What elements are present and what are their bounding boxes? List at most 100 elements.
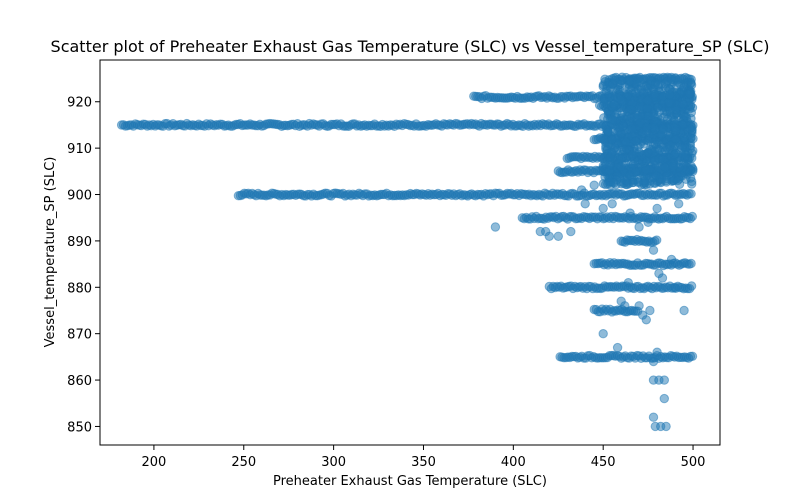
data-point [652, 203, 662, 214]
y-axis-label: Vessel_temperature_SP (SLC) [43, 157, 58, 348]
data-point [668, 161, 678, 172]
data-point [605, 160, 615, 170]
data-point [603, 127, 613, 137]
y-tick-label: 850 [67, 420, 92, 435]
data-point [623, 278, 633, 288]
data-point [566, 226, 576, 237]
data-point [687, 179, 697, 189]
data-point [616, 94, 626, 105]
data-point [687, 211, 697, 222]
data-point [657, 273, 668, 283]
data-point [670, 125, 681, 136]
axes-frame [99, 59, 721, 446]
data-point [672, 175, 683, 186]
data-point [678, 99, 688, 109]
data-point [612, 342, 623, 353]
x-tick-label: 350 [411, 455, 436, 470]
data-point [666, 254, 677, 265]
x-axis-label: Preheater Exhaust Gas Temperature (SLC) [273, 474, 547, 489]
data-point [651, 171, 661, 181]
data-point [598, 203, 608, 214]
data-point [686, 80, 697, 90]
data-point [634, 147, 644, 157]
data-point [598, 329, 608, 339]
data-point [652, 103, 663, 113]
data-point [653, 80, 663, 90]
y-tick-label: 860 [67, 374, 92, 389]
data-point [609, 99, 619, 110]
data-point [648, 412, 659, 422]
data-point [686, 258, 696, 269]
data-point [670, 282, 680, 292]
chart-title: Scatter plot of Preheater Exhaust Gas Te… [51, 37, 770, 57]
data-point [652, 347, 662, 357]
data-point [624, 170, 635, 180]
y-tick-label: 920 [67, 96, 92, 111]
data-point [641, 165, 651, 175]
data-point [642, 122, 652, 133]
data-point [677, 143, 687, 153]
data-point [681, 112, 692, 123]
data-point [648, 245, 659, 255]
data-point [670, 134, 681, 145]
data-point [616, 296, 626, 306]
data-point [659, 393, 669, 404]
data-point [661, 175, 671, 186]
data-point [685, 89, 695, 99]
data-point [654, 145, 665, 155]
x-tick-label: 250 [231, 455, 256, 470]
data-point [658, 154, 668, 165]
data-point [687, 351, 698, 361]
data-point [658, 124, 668, 134]
x-axis: 200 250 300 350 400 450 500 [141, 445, 705, 470]
data-point [625, 208, 635, 218]
data-point [664, 90, 675, 100]
data-point [607, 115, 618, 125]
y-tick-label: 870 [67, 328, 92, 343]
data-point [645, 305, 655, 316]
x-tick-label: 400 [501, 455, 526, 470]
data-point [610, 75, 620, 86]
data-point [669, 150, 679, 160]
data-point [685, 124, 695, 134]
data-point [643, 136, 654, 146]
data-point [615, 154, 626, 164]
data-point [648, 356, 659, 367]
y-tick-label: 890 [67, 235, 92, 250]
data-point [686, 189, 696, 199]
data-point [576, 185, 587, 195]
data-point [626, 104, 636, 114]
data-point [634, 222, 644, 232]
data-point [541, 226, 551, 237]
data-point [650, 89, 660, 99]
data-point [627, 123, 637, 134]
data-point [679, 305, 689, 316]
data-point [665, 140, 676, 151]
data-point [661, 421, 671, 432]
data-point [660, 162, 670, 173]
data-point [614, 123, 624, 133]
data-point [490, 222, 501, 232]
y-axis: 850 860 870 880 890 900 910 920 [67, 96, 100, 435]
data-point [643, 148, 653, 158]
x-tick-label: 450 [591, 455, 616, 470]
data-point [643, 111, 653, 121]
data-point [659, 375, 669, 385]
data-point [635, 118, 646, 128]
data-point [631, 136, 641, 147]
data-point [643, 217, 653, 228]
data-point [589, 180, 599, 190]
data-point [616, 162, 626, 172]
data-point [607, 135, 617, 145]
data-point [686, 281, 697, 291]
data-point [671, 105, 681, 115]
data-point [642, 95, 653, 106]
data-point [659, 112, 669, 122]
data-point [628, 159, 638, 170]
data-point [631, 87, 641, 98]
data-point [600, 179, 611, 190]
y-tick-label: 910 [67, 142, 92, 157]
data-point [634, 301, 644, 311]
data-point [674, 199, 684, 209]
